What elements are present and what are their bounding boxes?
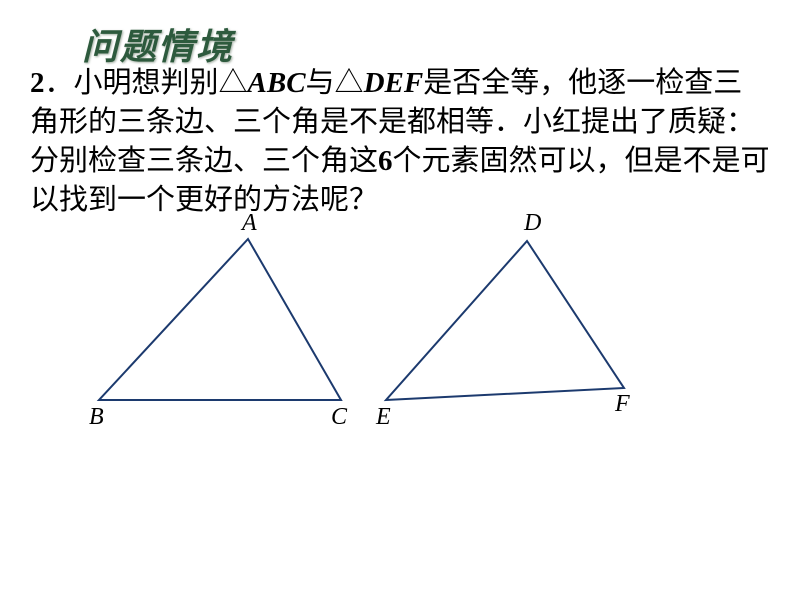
page-title: 问题情境: [82, 18, 234, 70]
triangle-def: [386, 241, 624, 400]
tri-def-text: DEF: [364, 67, 424, 99]
triangles-svg: [92, 228, 652, 438]
triangles-diagram: A B C D E F: [92, 228, 652, 443]
label-f: F: [615, 391, 630, 418]
label-b: B: [89, 404, 104, 431]
label-c: C: [331, 404, 347, 431]
question-number: 2: [30, 67, 45, 99]
text-a: ．小明想判别△: [45, 67, 248, 99]
problem-paragraph: 2．小明想判别△ABC与△DEF是否全等，他逐一检查三角形的三条边、三个角是不是…: [30, 64, 770, 221]
label-a: A: [242, 210, 257, 237]
six-num: 6: [378, 145, 393, 177]
label-d: D: [524, 210, 541, 237]
text-b: 与△: [306, 67, 364, 99]
triangle-abc: [99, 239, 341, 400]
label-e: E: [376, 404, 391, 431]
tri-abc-text: ABC: [248, 67, 306, 99]
